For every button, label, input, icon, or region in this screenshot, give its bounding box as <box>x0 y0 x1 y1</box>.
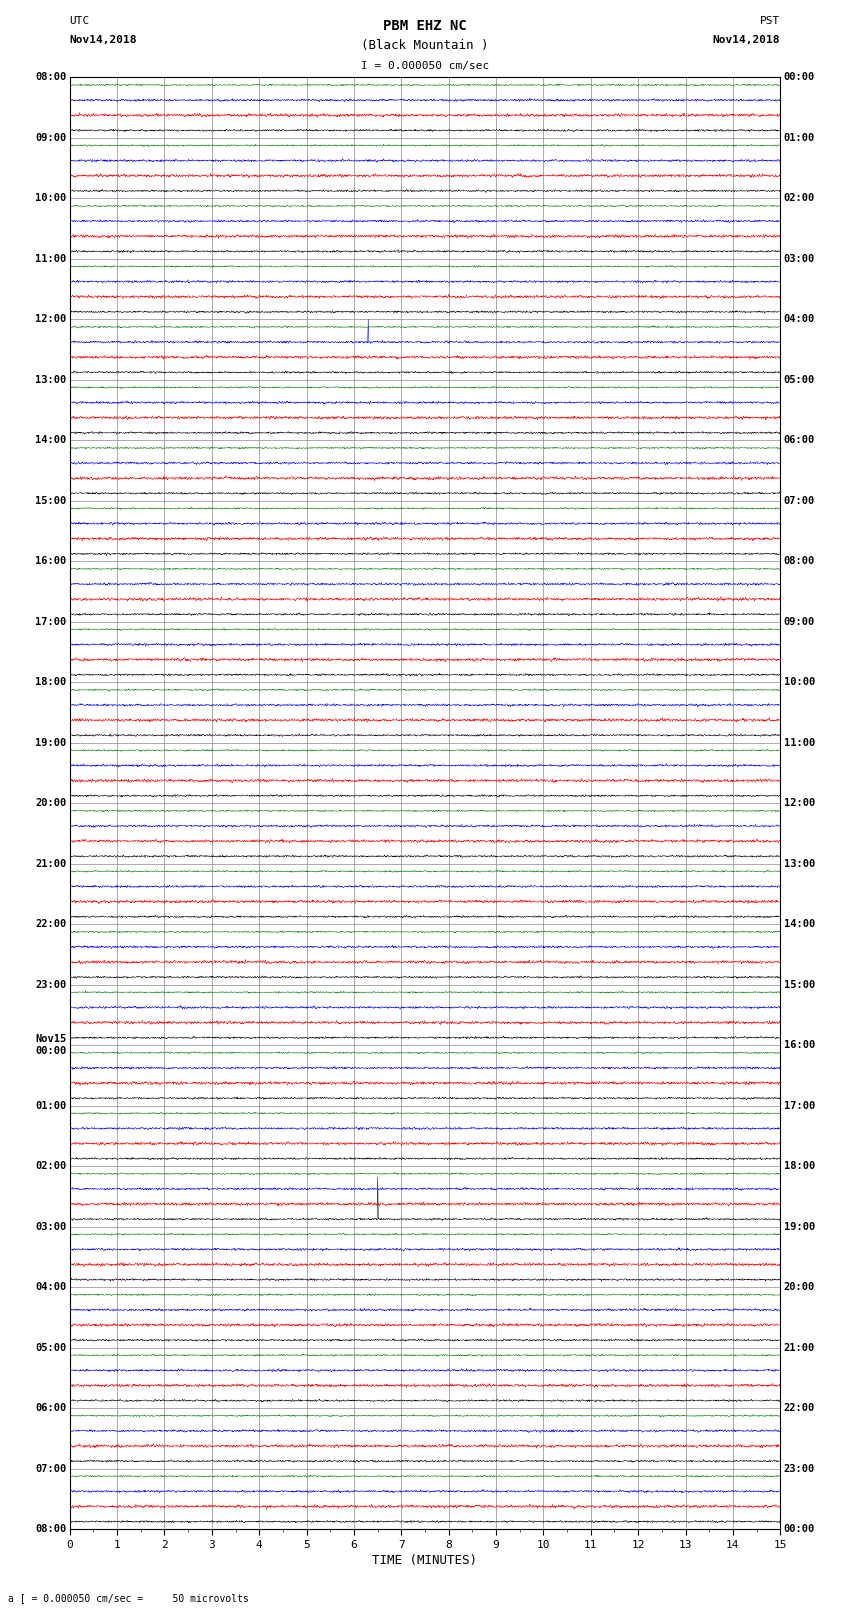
Text: 19:00: 19:00 <box>35 737 66 748</box>
Text: 02:00: 02:00 <box>35 1161 66 1171</box>
Text: 01:00: 01:00 <box>784 132 815 144</box>
Text: 18:00: 18:00 <box>784 1161 815 1171</box>
Text: 05:00: 05:00 <box>35 1342 66 1353</box>
Text: 22:00: 22:00 <box>35 919 66 929</box>
Text: 16:00: 16:00 <box>35 556 66 566</box>
Text: 17:00: 17:00 <box>784 1100 815 1111</box>
Text: PST: PST <box>760 16 780 26</box>
Text: a [ = 0.000050 cm/sec =     50 microvolts: a [ = 0.000050 cm/sec = 50 microvolts <box>8 1594 249 1603</box>
Text: 07:00: 07:00 <box>784 495 815 506</box>
Text: Nov14,2018: Nov14,2018 <box>70 35 137 45</box>
Text: 22:00: 22:00 <box>784 1403 815 1413</box>
Text: 21:00: 21:00 <box>35 858 66 869</box>
Text: UTC: UTC <box>70 16 90 26</box>
Text: 13:00: 13:00 <box>35 374 66 386</box>
Text: 21:00: 21:00 <box>784 1342 815 1353</box>
Text: 04:00: 04:00 <box>35 1282 66 1292</box>
Text: 06:00: 06:00 <box>35 1403 66 1413</box>
Text: 15:00: 15:00 <box>35 495 66 506</box>
Text: 17:00: 17:00 <box>35 616 66 627</box>
Text: I = 0.000050 cm/sec: I = 0.000050 cm/sec <box>361 61 489 71</box>
Text: (Black Mountain ): (Black Mountain ) <box>361 39 489 52</box>
Text: 09:00: 09:00 <box>784 616 815 627</box>
Text: 23:00: 23:00 <box>35 979 66 990</box>
Text: 10:00: 10:00 <box>784 677 815 687</box>
Text: 00:00: 00:00 <box>784 73 815 82</box>
Text: 10:00: 10:00 <box>35 194 66 203</box>
X-axis label: TIME (MINUTES): TIME (MINUTES) <box>372 1553 478 1566</box>
Text: PBM EHZ NC: PBM EHZ NC <box>383 19 467 34</box>
Text: 00:00: 00:00 <box>784 1524 815 1534</box>
Text: 08:00: 08:00 <box>35 73 66 82</box>
Text: 06:00: 06:00 <box>784 436 815 445</box>
Text: 11:00: 11:00 <box>35 253 66 265</box>
Text: 07:00: 07:00 <box>35 1463 66 1474</box>
Text: 16:00: 16:00 <box>784 1040 815 1050</box>
Text: 13:00: 13:00 <box>784 858 815 869</box>
Text: 03:00: 03:00 <box>35 1221 66 1232</box>
Text: 03:00: 03:00 <box>784 253 815 265</box>
Text: Nov15
00:00: Nov15 00:00 <box>35 1034 66 1057</box>
Text: 08:00: 08:00 <box>35 1524 66 1534</box>
Text: 05:00: 05:00 <box>784 374 815 386</box>
Text: 20:00: 20:00 <box>784 1282 815 1292</box>
Text: 09:00: 09:00 <box>35 132 66 144</box>
Text: 15:00: 15:00 <box>784 979 815 990</box>
Text: 04:00: 04:00 <box>784 315 815 324</box>
Text: 01:00: 01:00 <box>35 1100 66 1111</box>
Text: 11:00: 11:00 <box>784 737 815 748</box>
Text: Nov14,2018: Nov14,2018 <box>713 35 780 45</box>
Text: 18:00: 18:00 <box>35 677 66 687</box>
Text: 20:00: 20:00 <box>35 798 66 808</box>
Text: 14:00: 14:00 <box>784 919 815 929</box>
Text: 12:00: 12:00 <box>35 315 66 324</box>
Text: 14:00: 14:00 <box>35 436 66 445</box>
Text: 12:00: 12:00 <box>784 798 815 808</box>
Text: 19:00: 19:00 <box>784 1221 815 1232</box>
Text: 08:00: 08:00 <box>784 556 815 566</box>
Text: 23:00: 23:00 <box>784 1463 815 1474</box>
Text: 02:00: 02:00 <box>784 194 815 203</box>
